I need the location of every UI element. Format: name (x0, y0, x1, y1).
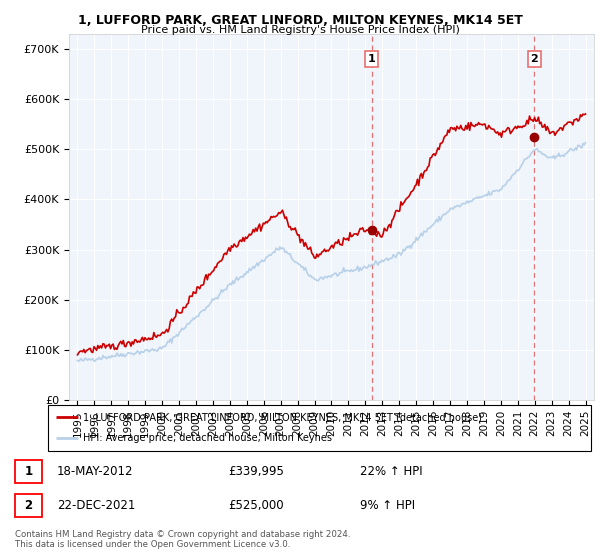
Text: Contains HM Land Registry data © Crown copyright and database right 2024.
This d: Contains HM Land Registry data © Crown c… (15, 530, 350, 549)
Text: 2: 2 (530, 54, 538, 64)
Text: 9% ↑ HPI: 9% ↑ HPI (360, 499, 415, 512)
Text: HPI: Average price, detached house, Milton Keynes: HPI: Average price, detached house, Milt… (83, 433, 332, 444)
Text: 22-DEC-2021: 22-DEC-2021 (57, 499, 136, 512)
Text: 1: 1 (368, 54, 376, 64)
Text: 1: 1 (25, 465, 32, 478)
Text: 2: 2 (25, 499, 32, 512)
Text: 1, LUFFORD PARK, GREAT LINFORD, MILTON KEYNES, MK14 5ET: 1, LUFFORD PARK, GREAT LINFORD, MILTON K… (77, 14, 523, 27)
Text: 18-MAY-2012: 18-MAY-2012 (57, 465, 133, 478)
Text: 1, LUFFORD PARK, GREAT LINFORD, MILTON KEYNES, MK14 5ET (detached house): 1, LUFFORD PARK, GREAT LINFORD, MILTON K… (83, 412, 482, 422)
Text: 22% ↑ HPI: 22% ↑ HPI (360, 465, 422, 478)
Text: Price paid vs. HM Land Registry's House Price Index (HPI): Price paid vs. HM Land Registry's House … (140, 25, 460, 35)
Text: £525,000: £525,000 (228, 499, 284, 512)
Text: £339,995: £339,995 (228, 465, 284, 478)
